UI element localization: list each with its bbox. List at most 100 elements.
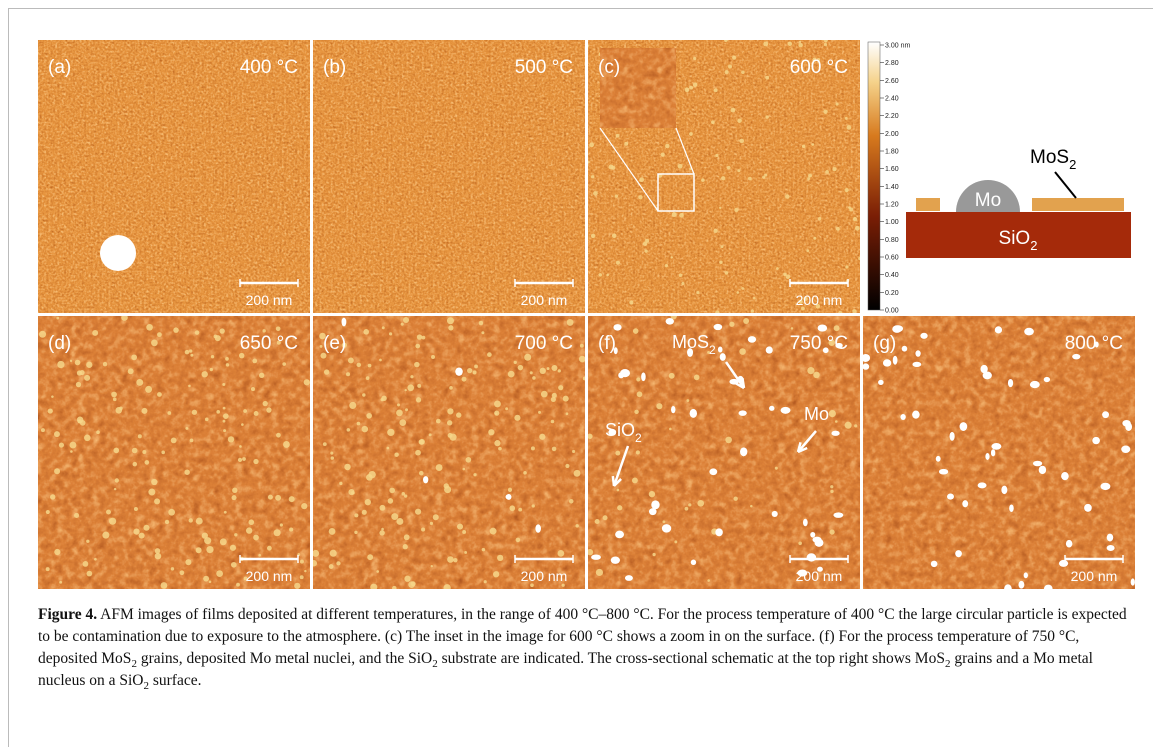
- particle: [591, 554, 601, 560]
- grain: [370, 583, 378, 589]
- particle: [1018, 580, 1025, 589]
- caption-text: substrate are indicated. The cross-secti…: [437, 650, 945, 667]
- grain: [328, 528, 336, 535]
- particle: [878, 379, 884, 386]
- caption-subscript: 2: [143, 680, 149, 693]
- grain: [428, 433, 432, 437]
- particle: [687, 348, 694, 357]
- grain: [54, 431, 60, 438]
- grain: [854, 424, 858, 428]
- grain: [473, 473, 477, 477]
- particle: [715, 528, 723, 537]
- grain: [275, 494, 282, 501]
- grain: [801, 144, 806, 149]
- particle: [535, 524, 541, 533]
- grain: [275, 326, 281, 332]
- grain: [86, 361, 93, 368]
- grain: [447, 556, 454, 563]
- grain: [410, 375, 414, 379]
- grain: [236, 582, 240, 587]
- grain: [74, 359, 81, 366]
- grain: [660, 152, 665, 157]
- grain: [514, 414, 521, 421]
- grain: [399, 419, 407, 427]
- mos2-annotation-sub: 2: [709, 343, 716, 357]
- caption-text: grains, deposited Mo metal nuclei, and t…: [136, 650, 433, 667]
- grain: [588, 548, 594, 556]
- grain: [598, 273, 603, 277]
- grain: [724, 70, 729, 75]
- panel-label: (e): [323, 333, 346, 354]
- grain: [750, 309, 754, 313]
- grain: [720, 245, 724, 249]
- particle: [1100, 482, 1111, 491]
- colorbar-label: 2.00: [885, 131, 899, 138]
- grain: [507, 370, 515, 378]
- grain: [728, 64, 733, 69]
- grain: [724, 40, 728, 43]
- grain: [715, 310, 720, 313]
- grain: [195, 517, 203, 525]
- grain: [258, 553, 261, 557]
- mo-nucleus: [956, 180, 1020, 212]
- grain: [58, 442, 65, 448]
- particle: [990, 449, 996, 457]
- grain: [429, 521, 434, 525]
- grain: [823, 40, 828, 43]
- particle: [835, 342, 843, 349]
- grain: [262, 329, 266, 333]
- grain: [808, 173, 812, 178]
- grain: [513, 360, 517, 365]
- grain: [322, 442, 327, 447]
- scale-label: 200 nm: [796, 292, 843, 308]
- grain: [289, 527, 294, 532]
- grain: [402, 544, 408, 550]
- grain: [111, 391, 117, 398]
- colorbar-label: 2.40: [885, 96, 899, 103]
- grain: [133, 528, 140, 535]
- grain: [164, 519, 170, 525]
- grain: [109, 517, 117, 525]
- temperature: 700 °C: [515, 333, 573, 354]
- grain: [594, 518, 600, 525]
- arrow-head: [734, 377, 746, 390]
- particle: [1106, 544, 1115, 552]
- grain: [195, 547, 202, 554]
- grain: [222, 382, 226, 386]
- grain: [828, 410, 836, 418]
- grain: [467, 367, 473, 374]
- grain: [578, 355, 585, 363]
- grain: [762, 175, 766, 179]
- schematic: Mo SiO2 MoS2: [906, 147, 1131, 258]
- grain: [313, 549, 320, 557]
- grain: [133, 506, 138, 511]
- grain: [684, 87, 690, 93]
- particle: [1009, 504, 1014, 512]
- grain: [858, 256, 860, 261]
- grain: [380, 398, 384, 402]
- grain: [602, 515, 608, 521]
- particle: [912, 410, 920, 419]
- particle: [982, 371, 992, 380]
- grain: [707, 350, 711, 354]
- grain: [161, 450, 165, 455]
- grain: [787, 41, 793, 47]
- grain: [204, 537, 212, 545]
- particle: [747, 336, 757, 343]
- grain: [689, 132, 693, 136]
- grain: [498, 446, 502, 451]
- grain: [448, 325, 454, 331]
- grain: [143, 524, 150, 531]
- mo-label: Mo: [975, 190, 1001, 211]
- particle: [806, 553, 817, 562]
- particle: [1043, 376, 1051, 383]
- grain: [453, 558, 458, 563]
- grain: [47, 408, 53, 414]
- grain: [136, 379, 144, 386]
- grain: [488, 429, 495, 436]
- grain: [403, 534, 410, 541]
- sio2-annotation-text: SiO: [605, 420, 635, 440]
- grain: [617, 505, 623, 511]
- grain: [715, 153, 719, 158]
- grain: [414, 361, 420, 368]
